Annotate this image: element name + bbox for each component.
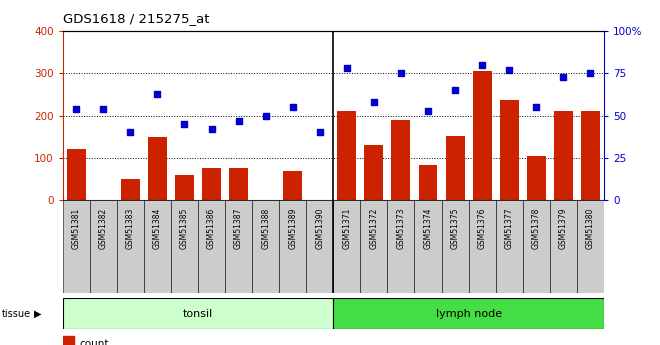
Bar — [554, 111, 573, 200]
Bar — [283, 170, 302, 200]
Bar — [117, 200, 144, 293]
Bar — [333, 200, 360, 293]
Text: GSM51386: GSM51386 — [207, 208, 216, 249]
Text: tissue: tissue — [1, 309, 30, 319]
Text: GSM51389: GSM51389 — [288, 208, 297, 249]
Point — [477, 62, 487, 68]
Bar — [144, 200, 171, 293]
Bar — [67, 149, 86, 200]
Text: GSM51378: GSM51378 — [532, 208, 541, 249]
Bar — [418, 165, 438, 200]
Bar — [63, 200, 90, 293]
Point — [342, 66, 352, 71]
Bar — [581, 111, 600, 200]
Point — [558, 74, 568, 79]
Point — [125, 130, 136, 135]
Text: GSM51381: GSM51381 — [72, 208, 81, 249]
Bar — [414, 200, 442, 293]
Point — [260, 113, 271, 118]
Point — [206, 126, 216, 132]
Bar — [500, 99, 519, 200]
Point — [531, 104, 541, 110]
Text: GSM51375: GSM51375 — [451, 208, 459, 249]
Text: GSM51371: GSM51371 — [343, 208, 351, 249]
Bar — [252, 200, 279, 293]
Bar — [90, 200, 117, 293]
Bar — [306, 200, 333, 293]
Bar — [442, 200, 469, 293]
Point — [422, 108, 433, 113]
Bar — [469, 200, 496, 293]
Point — [234, 118, 244, 124]
Bar — [391, 120, 411, 200]
Bar — [202, 168, 221, 200]
Point — [368, 99, 379, 105]
Point — [152, 91, 162, 96]
Bar — [527, 156, 546, 200]
Bar — [198, 200, 225, 293]
Bar — [360, 200, 387, 293]
Text: GSM51385: GSM51385 — [180, 208, 189, 249]
Text: ▶: ▶ — [34, 309, 42, 319]
Point — [504, 67, 515, 73]
Text: GSM51373: GSM51373 — [397, 208, 405, 249]
Text: GSM51387: GSM51387 — [234, 208, 243, 249]
Bar — [550, 200, 577, 293]
Point — [395, 71, 406, 76]
Point — [98, 106, 108, 111]
Text: lymph node: lymph node — [436, 309, 502, 319]
Text: GSM51383: GSM51383 — [126, 208, 135, 249]
Text: GDS1618 / 215275_at: GDS1618 / 215275_at — [63, 12, 209, 25]
Text: GSM51382: GSM51382 — [99, 208, 108, 249]
Bar — [175, 175, 194, 200]
Bar — [121, 179, 140, 200]
Bar — [171, 200, 198, 293]
Text: GSM51380: GSM51380 — [586, 208, 595, 249]
Bar — [229, 168, 248, 200]
Bar — [577, 200, 604, 293]
Bar — [496, 200, 523, 293]
Bar — [364, 145, 383, 200]
Point — [179, 121, 190, 127]
Text: GSM51384: GSM51384 — [153, 208, 162, 249]
Text: GSM51376: GSM51376 — [478, 208, 486, 249]
Bar — [473, 71, 492, 200]
Bar — [225, 200, 252, 293]
Text: count: count — [79, 339, 108, 345]
Bar — [333, 298, 604, 329]
Bar — [523, 200, 550, 293]
Bar — [446, 136, 465, 200]
Point — [450, 87, 461, 93]
Bar — [279, 200, 306, 293]
Text: GSM51377: GSM51377 — [505, 208, 513, 249]
Text: GSM51372: GSM51372 — [370, 208, 378, 249]
Bar — [387, 200, 414, 293]
Point — [287, 104, 298, 110]
Bar — [337, 111, 356, 200]
Point — [585, 71, 595, 76]
Bar — [63, 298, 333, 329]
Text: GSM51388: GSM51388 — [261, 208, 270, 249]
Bar — [148, 137, 167, 200]
Bar — [63, 336, 73, 345]
Text: GSM51374: GSM51374 — [424, 208, 432, 249]
Point — [71, 106, 82, 111]
Text: GSM51390: GSM51390 — [315, 208, 324, 249]
Text: tonsil: tonsil — [183, 309, 213, 319]
Point — [314, 130, 325, 135]
Text: GSM51379: GSM51379 — [559, 208, 568, 249]
